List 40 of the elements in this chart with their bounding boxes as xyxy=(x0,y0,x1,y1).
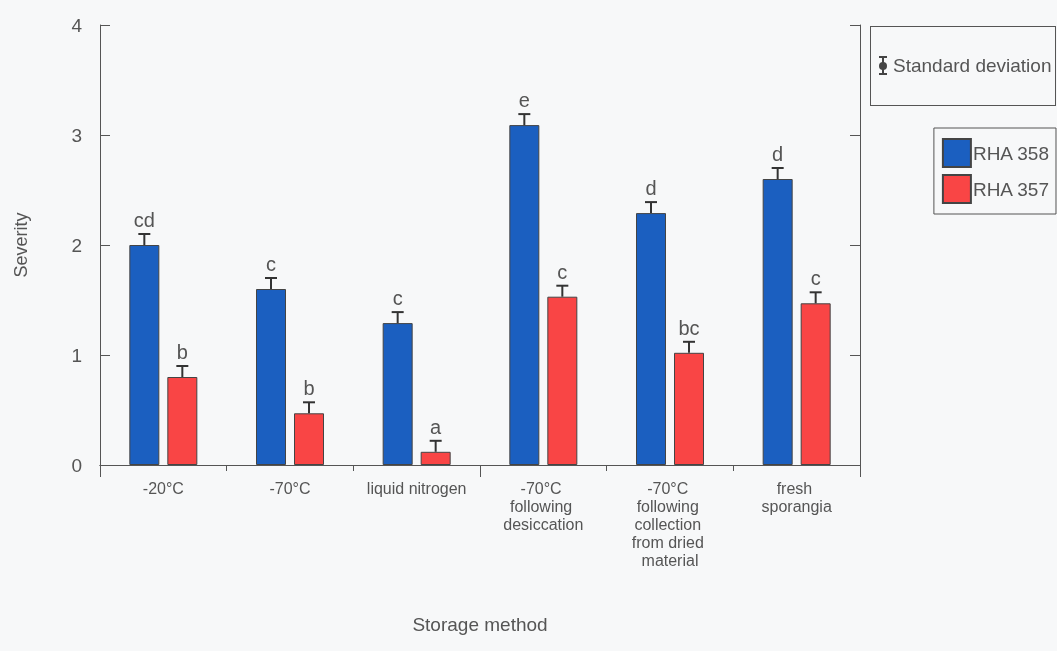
data-label: b xyxy=(176,341,188,363)
y-tick-label: 2 xyxy=(71,234,82,256)
y-axis-title: Severity xyxy=(11,212,31,278)
bar xyxy=(509,125,540,465)
data-label: d xyxy=(645,177,657,200)
data-label: c xyxy=(557,260,568,283)
bar xyxy=(129,245,160,465)
y-tick-label: 4 xyxy=(71,14,83,36)
data-label: c xyxy=(392,287,403,310)
data-label: b xyxy=(303,377,315,400)
y-tick-label: 0 xyxy=(71,454,82,476)
y-tick-label: 1 xyxy=(71,344,82,366)
bar xyxy=(256,289,286,465)
bar xyxy=(674,352,704,465)
data-label: d xyxy=(772,143,784,165)
legend-label: RHA 358 xyxy=(972,142,1049,164)
x-axis-title: Storage method xyxy=(412,614,548,635)
legend-label: RHA 357 xyxy=(972,178,1049,200)
text: Standard deviation xyxy=(893,55,1052,77)
bar xyxy=(800,303,831,465)
bar xyxy=(294,413,324,465)
x-tick-label: -20°C xyxy=(142,479,184,497)
bar xyxy=(547,296,578,465)
y-tick-label: 3 xyxy=(71,124,82,146)
data-label: cd xyxy=(133,209,155,231)
data-label: c xyxy=(266,253,276,275)
data-label: e xyxy=(518,89,530,112)
x-tick-label: fresh sporangia xyxy=(761,479,832,515)
bar xyxy=(382,323,413,465)
x-tick-label: -70°C following collection from dried material xyxy=(631,479,709,569)
data-label: c xyxy=(810,267,821,290)
bar xyxy=(762,179,793,465)
x-tick-label: -70°C xyxy=(269,479,311,497)
x-tick-label: liquid nitrogen xyxy=(366,479,467,497)
data-label: bc xyxy=(678,316,700,339)
bar xyxy=(167,377,198,465)
x-tick-label: -70°C following desiccation xyxy=(503,479,584,533)
bar xyxy=(636,213,666,465)
bar xyxy=(420,451,451,465)
data-label: a xyxy=(430,415,443,438)
